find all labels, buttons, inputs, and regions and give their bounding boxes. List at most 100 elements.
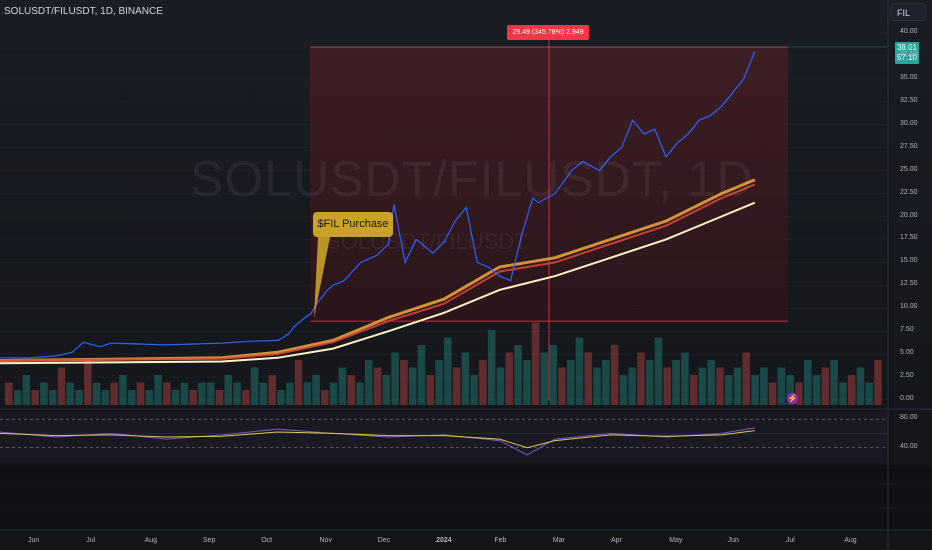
volume-bar xyxy=(40,382,48,405)
empty-pane-3 xyxy=(0,509,932,533)
volume-bar xyxy=(92,382,101,405)
ma-long-line xyxy=(0,201,756,365)
last-price-badge: 38.01 57:10 xyxy=(895,42,919,64)
price-tick-label: 12.50 xyxy=(900,280,918,288)
volume-bar xyxy=(716,367,724,405)
volume-bar xyxy=(180,382,189,405)
volume-bar xyxy=(189,390,197,405)
volume-bar xyxy=(119,375,127,405)
time-tick-label: Dec xyxy=(377,537,391,544)
empty-pane-1 xyxy=(0,465,932,483)
volume-bar xyxy=(48,390,57,405)
price-tick-label: 0.00 xyxy=(900,395,914,402)
price-tick-label: 15.00 xyxy=(900,257,918,265)
volume-bar xyxy=(593,367,601,405)
volume-bar xyxy=(22,375,31,405)
volume-bar xyxy=(795,382,803,405)
volume-bar xyxy=(277,390,285,405)
volume-bar xyxy=(110,382,118,405)
volume-bar xyxy=(136,382,145,405)
volume-bar xyxy=(154,375,162,405)
last-price-value: 38.01 xyxy=(896,43,918,52)
volume-bar xyxy=(163,382,171,405)
ema-fast-line xyxy=(0,178,756,362)
volume-bar xyxy=(470,375,478,405)
volume-bar xyxy=(347,375,355,405)
volume-bar xyxy=(215,390,224,405)
ema-mid-line xyxy=(0,183,756,362)
volume-bar xyxy=(874,360,882,405)
time-tick-label: Sep xyxy=(202,537,216,544)
empty-pane-2 xyxy=(0,485,932,507)
time-tick-label: Nov xyxy=(319,537,332,544)
volume-bar xyxy=(417,345,426,405)
symbol-tag[interactable]: FIL xyxy=(890,3,926,21)
measure-label: 29.49 (345.78%) 2,949 xyxy=(507,25,589,40)
price-tick-label: 37.50 xyxy=(900,50,918,58)
volume-bar xyxy=(645,360,654,405)
volume-bar xyxy=(487,330,496,405)
volume-bar xyxy=(303,382,312,405)
time-tick-label: Aug xyxy=(144,537,158,544)
volume-bar xyxy=(13,390,22,405)
symbol-header: SOLUSDT/FILUSDT, 1D, BINANCE xyxy=(4,6,163,17)
volume-bar xyxy=(830,360,838,405)
volume-bar xyxy=(865,382,874,405)
price-tick-label: 32.50 xyxy=(900,96,918,104)
volume-bar xyxy=(768,382,777,405)
volume-bar xyxy=(637,352,645,405)
volume-bar xyxy=(549,345,557,405)
volume-bar xyxy=(329,382,338,405)
volume-bar xyxy=(452,367,461,405)
volume-bar xyxy=(786,375,794,405)
volume-bar xyxy=(285,382,294,405)
volume-bar xyxy=(724,375,733,405)
volume-bar xyxy=(84,360,92,405)
time-tick-label: Oct xyxy=(261,537,273,544)
time-tick-label: May xyxy=(669,537,683,544)
volume-bar xyxy=(338,367,347,405)
volume-bar xyxy=(426,375,435,405)
time-tick-label: Mar xyxy=(552,537,565,544)
volume-bar xyxy=(373,367,382,405)
price-tick-label: 5.00 xyxy=(900,349,914,357)
volume-bar xyxy=(57,367,66,405)
volume-bar xyxy=(602,360,610,405)
volume-bar xyxy=(75,390,83,405)
time-tick-label: Aug xyxy=(844,537,857,544)
volume-bar xyxy=(610,345,619,405)
volume-bar xyxy=(479,360,487,405)
volume-bar xyxy=(540,352,549,405)
volume-bar xyxy=(250,367,259,405)
price-tick-label: 20.00 xyxy=(900,211,918,219)
volume-bar xyxy=(575,337,584,405)
price-tick-label: 22.50 xyxy=(900,188,918,196)
volume-bar xyxy=(382,375,391,405)
volume-bar xyxy=(663,367,672,405)
volume-bar xyxy=(5,382,13,405)
volume-bar xyxy=(751,375,759,405)
volume-bar xyxy=(821,367,830,405)
volume-bar xyxy=(242,390,250,405)
lightning-icon[interactable]: ⚡ xyxy=(787,393,798,404)
volume-bar xyxy=(461,352,470,405)
price-line xyxy=(0,51,756,359)
price-tick-label: 10.00 xyxy=(900,303,918,311)
volume-bar xyxy=(681,352,689,405)
volume-bar xyxy=(321,390,329,405)
volume-bar xyxy=(777,367,786,405)
volume-bar xyxy=(66,382,75,405)
volume-bar xyxy=(839,382,847,405)
volume-bar xyxy=(233,382,241,405)
time-tick-label: 2024 xyxy=(436,537,452,544)
volume-bar xyxy=(505,352,514,405)
time-tick-label: Jul xyxy=(785,537,795,544)
volume-bar xyxy=(531,322,540,405)
volume-bar xyxy=(654,337,663,405)
volume-bar xyxy=(812,375,821,405)
callout-pointer xyxy=(314,237,330,318)
volume-bar xyxy=(707,360,715,405)
volume-bar xyxy=(566,360,575,405)
